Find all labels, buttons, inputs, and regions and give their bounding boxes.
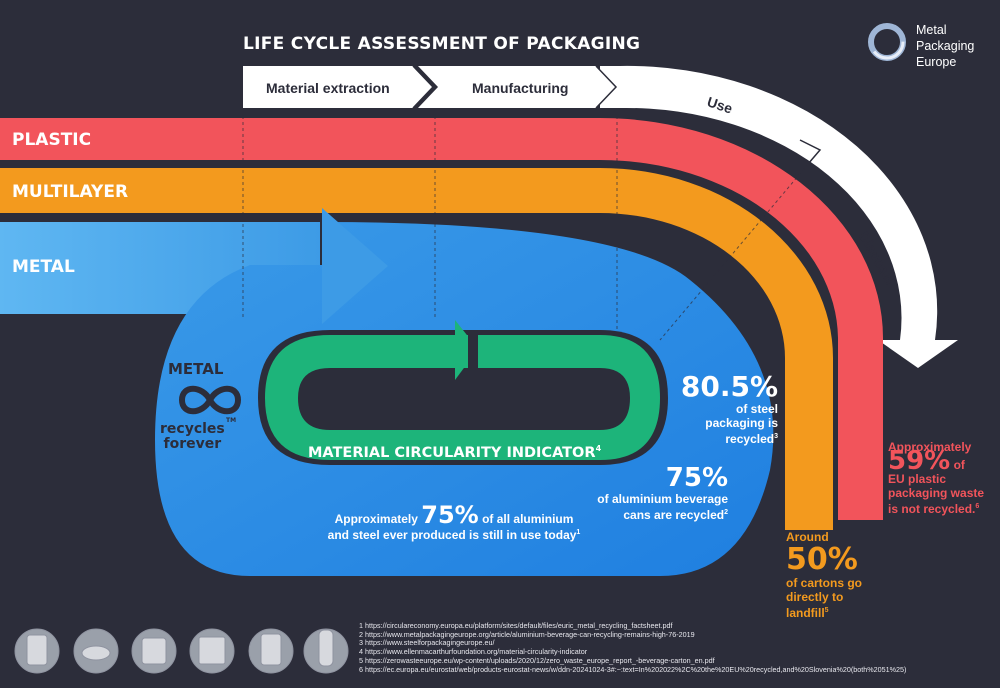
packaging-icons [14, 628, 349, 674]
multilayer-band [0, 168, 833, 530]
metal-logo-text: recycles forever [160, 421, 225, 452]
infinity-icon [178, 385, 242, 415]
band-plastic-label: PLASTIC [12, 130, 92, 150]
brand-logo-icon [868, 23, 906, 61]
footnotes: 1 https://circulareconomy.europa.eu/plat… [359, 621, 907, 674]
stat-cartons: Around 50% of cartons go directly to lan… [786, 530, 863, 620]
footnote[interactable]: 4 https://www.ellenmacarthurfoundation.o… [359, 647, 588, 657]
stat-steel: 80.5% of steel packaging is recycled3 [680, 370, 778, 447]
footnote[interactable]: 2 https://www.metalpackagingeurope.org/a… [359, 629, 695, 639]
stage-box-extraction [243, 66, 433, 108]
stat-in-use: Approximately 75% of all aluminium and s… [327, 501, 581, 542]
footnote[interactable]: 1 https://circulareconomy.europa.eu/plat… [359, 621, 673, 630]
footnote[interactable]: 6 https://ec.europa.eu/eurostat/web/prod… [359, 664, 907, 674]
page-title: LIFE CYCLE ASSESSMENT OF PACKAGING [243, 34, 641, 54]
stat-aluminium: 75% of aluminium beverage cans are recyc… [597, 463, 728, 522]
metal-logo-tm: TM [226, 417, 237, 424]
footnote[interactable]: 5 https://zerowasteeurope.eu/wp-content/… [359, 655, 715, 665]
stat-plastic: Approximately 59% of EU plastic packaging… [888, 440, 985, 516]
band-metal-label: METAL [12, 257, 75, 277]
brand-name: Metal Packaging Europe [916, 23, 975, 69]
footnote[interactable]: 3 https://www.steelforpackagingeurope.eu… [359, 638, 495, 648]
use-disposal-arrow [600, 65, 958, 368]
circularity-label: MATERIAL CIRCULARITY INDICATOR4 [308, 444, 602, 461]
stage-box-manufacturing [418, 66, 616, 108]
circularity-loop [265, 335, 660, 460]
metal-logo-top: METAL [168, 360, 224, 378]
circularity-arrow-head [455, 320, 478, 380]
stage-dividers [242, 110, 821, 341]
stage-extraction-label: Material extraction [266, 80, 390, 96]
metal-arrow-head [322, 208, 388, 324]
stage-manufacturing-label: Manufacturing [472, 80, 569, 96]
plastic-band [0, 118, 883, 520]
band-multilayer-label: MULTILAYER [12, 182, 129, 202]
